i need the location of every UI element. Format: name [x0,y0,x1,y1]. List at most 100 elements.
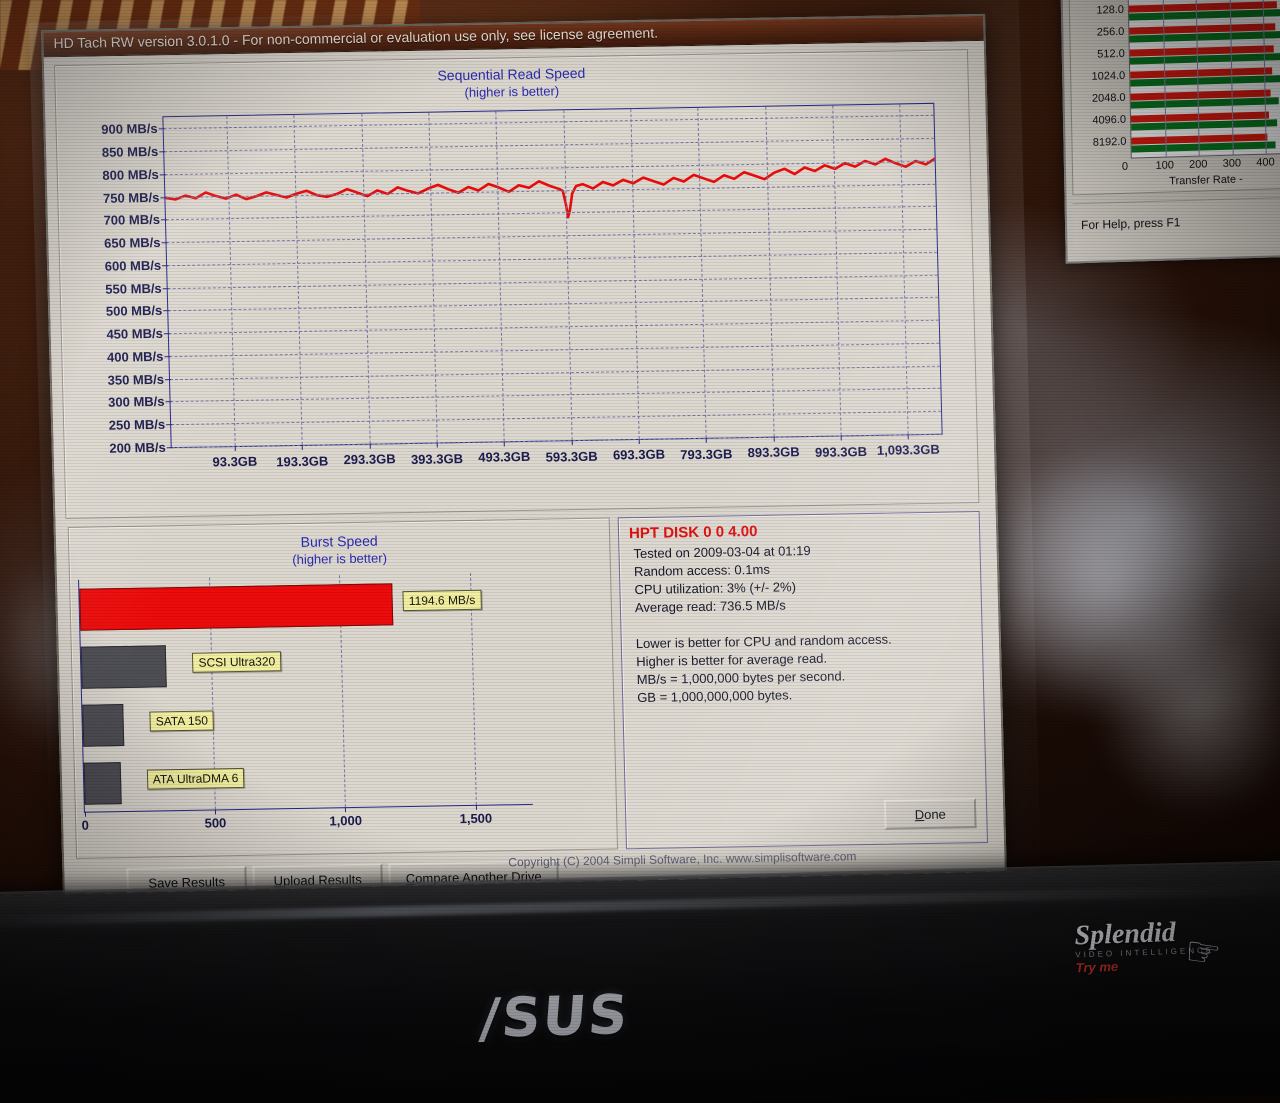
sequential-y-tick [160,196,167,198]
sequential-x-axis-label: 193.3GB [276,453,329,470]
background-y-label: 512.0 [1097,47,1125,61]
sequential-y-axis-label: 400 MB/s [106,348,164,365]
background-chart-area: 64.0128.0256.0512.01024.02048.04096.0819… [1068,0,1280,196]
sequential-x-tick [503,441,506,447]
burst-bar-label: ATA UltraDMA 6 [146,767,245,790]
burst-bar-reference [82,704,125,747]
background-y-label: 128.0 [1096,3,1125,17]
background-x-label: 0 [1121,160,1129,173]
sequential-y-tick [164,356,171,358]
sequential-x-axis-label: 293.3GB [343,451,396,468]
sequential-y-tick [165,401,172,403]
sequential-x-tick [234,446,236,452]
note-line-3: MB/s = 1,000,000 bytes per second. [636,668,846,688]
burst-x-axis-label: 1,500 [459,810,493,827]
sequential-y-tick [166,424,173,426]
sequential-x-tick [773,436,775,442]
sequential-x-axis-label: 993.3GB [814,444,868,460]
burst-bar-label: 1194.6 MB/s [402,589,482,612]
sequential-y-tick [163,310,170,312]
sequential-x-axis-label: 393.3GB [410,451,464,467]
done-button[interactable]: Done [883,798,977,830]
sequential-y-axis-label: 900 MB/s [101,121,158,138]
sequential-x-tick [840,435,842,441]
burst-x-tick [84,811,87,817]
background-axis-title: Transfer Rate - [1169,173,1243,188]
burst-bar-label: SCSI Ultra320 [192,651,282,673]
sequential-x-tick [638,438,640,444]
sequential-y-tick [160,219,167,221]
background-x-label: 300 [1222,157,1242,170]
sequential-y-tick [161,242,168,244]
sequential-y-tick [158,128,165,130]
random-access-text: Random access: 0.1ms [633,561,771,580]
tested-on-text: Tested on 2009-03-04 at 01:19 [633,543,811,562]
sequential-y-tick [163,333,170,335]
sequential-y-axis-label: 800 MB/s [102,166,159,183]
sequential-x-tick [436,442,438,448]
sequential-x-axis-label: 793.3GB [680,446,733,463]
background-status-text: For Help, press F1 [1080,215,1181,233]
background-reflection-1 [990,430,1220,730]
burst-bar-current-drive [79,583,394,631]
burst-x-axis-label: 500 [204,815,227,831]
background-x-label: 400 [1256,156,1275,169]
burst-bar-reference [83,762,122,805]
sequential-x-tick [571,440,573,446]
sequential-x-axis-label: 593.3GB [545,448,598,465]
copyright-text: Copyright (C) 2004 Simpli Software, Inc.… [508,849,857,870]
window-body: Sequential Read Speed (higher is better)… [43,40,1005,898]
burst-speed-plot: 0 500 1,000 1,500 1194.6 MB/s SCSI Ultra320 SA… [78,571,533,833]
cpu-utilization-text: CPU utilization: 3% (+/- 2%) [634,579,797,598]
background-y-label: 256.0 [1096,25,1125,39]
sequential-x-tick [705,437,708,443]
sequential-read-line [164,157,936,219]
sequential-x-axis-label: 93.3GB [212,453,258,470]
sequential-y-axis-label: 500 MB/s [105,303,163,320]
sequential-y-tick [162,287,169,289]
asus-logo: /SUS [477,982,632,1051]
burst-bar-reference [80,645,168,689]
sequential-y-axis-label: 850 MB/s [101,143,159,160]
sequential-x-tick [907,434,910,440]
sequential-y-axis-label: 350 MB/s [107,371,165,388]
sequential-x-tick [369,443,371,449]
sequential-read-panel: Sequential Read Speed (higher is better)… [54,49,980,520]
burst-x-axis-label: 1,000 [329,812,363,829]
sequential-y-tick [159,151,166,153]
sequential-y-tick [164,378,172,380]
sequential-x-axis-label: 1,093.3GB [876,441,940,458]
background-benchmark-window[interactable]: 64.0128.0256.0512.01024.02048.04096.0819… [1060,0,1280,264]
background-bar-chart [1127,0,1280,159]
sequential-y-tick [159,174,166,176]
sequential-x-axis-label: 493.3GB [478,448,531,465]
note-line-2: Higher is better for average read. [636,650,828,670]
background-y-label: 8192.0 [1092,135,1127,149]
burst-speed-panel: Burst Speed (higher is better) 0 500 1,000… [67,517,619,859]
sequential-y-axis-label: 200 MB/s [109,439,166,456]
background-reflection-2 [1100,600,1280,820]
sequential-x-tick [301,444,303,450]
background-x-label: 200 [1188,158,1208,171]
sequential-y-axis-label: 750 MB/s [102,189,160,206]
sequential-y-axis-label: 700 MB/s [103,212,161,229]
drive-name: HPT DISK 0 0 4.00 [628,522,758,543]
background-y-label: 2048.0 [1091,91,1126,105]
sequential-y-tick [162,265,169,267]
sequential-y-axis-label: 600 MB/s [104,257,162,274]
background-y-label: 1024.0 [1091,69,1126,83]
done-accel: D [914,806,925,822]
pointing-hand-icon: ☞ [1182,928,1224,978]
background-status-bar: For Help, press F1 [1072,196,1280,253]
hd-tach-window[interactable]: HD Tach RW version 3.0.1.0 - For non-com… [41,13,1007,898]
burst-x-axis-label: 0 [81,817,90,833]
background-y-label: 4096.0 [1092,113,1127,127]
sequential-y-axis-label: 650 MB/s [103,234,161,251]
burst-bar-label: SATA 150 [149,710,215,732]
sequential-y-axis-label: 450 MB/s [106,325,164,342]
note-line-4: GB = 1,000,000,000 bytes. [637,687,793,706]
burst-x-tick [475,804,477,810]
sequential-y-axis-label: 250 MB/s [108,416,166,433]
window-title: HD Tach RW version 3.0.1.0 - For non-com… [53,24,659,52]
